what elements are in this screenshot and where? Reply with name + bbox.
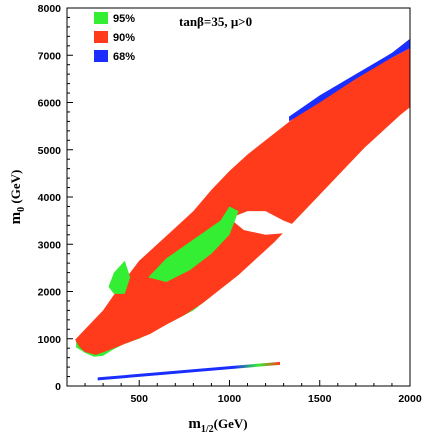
y-tick-label: 3000: [38, 239, 62, 251]
x-tick-label: 2000: [398, 393, 422, 405]
constraint-band-strip: [97, 361, 281, 381]
legend-swatch-95: [94, 12, 108, 24]
legend-swatch-68: [94, 50, 108, 62]
y-tick-label: 4000: [38, 192, 62, 204]
legend-label-90: 90%: [113, 32, 135, 44]
constraint-band: [97, 361, 281, 381]
y-tick-label: 7000: [38, 50, 62, 62]
x-axis-ticks: 500 1000 1500 2000: [84, 380, 422, 405]
y-tick-label: 5000: [38, 145, 62, 157]
region-95-percent-inner: [148, 206, 239, 283]
x-tick-label: 1500: [308, 393, 332, 405]
y-tick-label: 1000: [38, 334, 62, 346]
y-tick-label: 2000: [38, 287, 62, 299]
legend-swatch-90: [94, 31, 108, 43]
y-axis-ticks: 0 1000 2000 3000 4000 5000 6000 7000 8000: [38, 3, 73, 393]
region-90-percent: [75, 48, 410, 355]
y-axis-title: m0 (GeV): [8, 170, 27, 225]
x-tick-label: 500: [130, 393, 148, 405]
confidence-regions: [75, 38, 410, 357]
chart-annotation: tanβ=35, μ>0: [179, 14, 252, 29]
x-axis-title: m1/2(GeV): [188, 416, 247, 435]
legend-label-68: 68%: [113, 51, 135, 63]
x-tick-label: 1000: [218, 393, 242, 405]
region-gap: [229, 211, 302, 235]
y-tick-label: 8000: [38, 3, 62, 15]
region-68-percent: [289, 38, 410, 122]
region-95-percent-island: [108, 260, 131, 294]
legend-label-95: 95%: [113, 13, 135, 25]
y-tick-label: 6000: [38, 98, 62, 110]
y-tick-label: 0: [55, 381, 61, 393]
legend: 95% 90% 68%: [94, 12, 135, 63]
